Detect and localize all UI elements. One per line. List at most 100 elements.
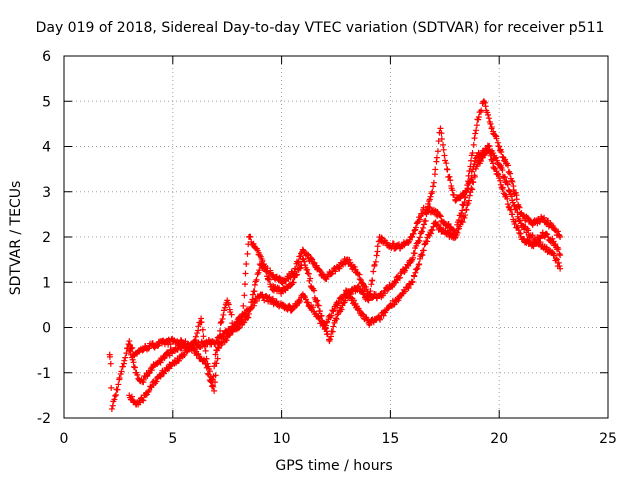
- data-point-interp: [435, 221, 442, 228]
- data-point-interp: [369, 277, 376, 284]
- data-point-interp: [500, 157, 507, 164]
- data-point-interp: [430, 223, 437, 230]
- x-tick-labels: 0 5 10 15 20 25: [60, 431, 617, 447]
- data-point-interp: [328, 333, 335, 340]
- data-point-interp: [493, 135, 500, 142]
- data-point-interp: [475, 116, 482, 123]
- data-point-interp: [556, 232, 563, 239]
- data-point-interp: [465, 186, 472, 193]
- data-point-interp: [463, 206, 470, 213]
- data-point-interp: [407, 234, 414, 241]
- data-point-interp: [192, 333, 199, 340]
- data-point-interp: [454, 221, 461, 228]
- data-point-interp: [372, 258, 379, 265]
- data-point-interp: [202, 347, 209, 354]
- data-point-interp: [308, 255, 315, 262]
- data-point-interp: [113, 391, 120, 398]
- data-point-interp: [411, 273, 418, 280]
- data-point-interp: [134, 371, 141, 378]
- data-point-interp: [446, 173, 453, 180]
- data-point-interp: [471, 135, 478, 142]
- y-tick-label: 2: [42, 230, 51, 246]
- data-point-interp: [429, 188, 436, 195]
- data-point-interp: [315, 302, 322, 309]
- data-point-interp: [195, 351, 202, 358]
- data-point-interp: [412, 269, 419, 276]
- data-point-interp: [307, 275, 314, 282]
- data-point-interp: [293, 302, 300, 309]
- data-point-interp: [359, 310, 366, 317]
- data-point-interp: [249, 291, 256, 298]
- data-point-interp: [416, 216, 423, 223]
- data-point-interp: [447, 177, 454, 184]
- data-point-interp: [499, 167, 506, 174]
- data-point-interp: [455, 217, 462, 224]
- data-point-interp: [475, 113, 482, 120]
- data-point-interp: [426, 196, 433, 203]
- data-point-interp: [433, 154, 440, 161]
- data-point-interp: [301, 258, 308, 265]
- data-point-interp: [188, 343, 195, 350]
- data-point-interp: [262, 268, 269, 275]
- data-point-interp: [367, 288, 374, 295]
- data-point-interp: [269, 295, 276, 302]
- data-point-interp: [438, 130, 445, 137]
- data-point-interp: [148, 367, 155, 374]
- data-point-interp: [458, 210, 465, 217]
- data-point-interp: [327, 336, 334, 343]
- data-point-interp: [238, 314, 245, 321]
- data-point-interp: [533, 238, 540, 245]
- data-point-interp: [137, 399, 144, 406]
- data-point-interp: [556, 263, 563, 270]
- y-tick-label: 3: [42, 185, 51, 201]
- data-point-interp: [464, 185, 471, 192]
- data-point-interp: [506, 168, 513, 175]
- data-point-interp: [245, 314, 252, 321]
- data-point-interp: [140, 376, 147, 383]
- data-point-interp: [420, 247, 427, 254]
- data-point-interp: [556, 250, 563, 257]
- data-point-interp: [469, 166, 476, 173]
- data-point-interp: [500, 190, 507, 197]
- data-point-interp: [410, 230, 417, 237]
- data-point-interp: [419, 252, 426, 259]
- data-point-interp: [116, 375, 123, 382]
- data-point-interp: [552, 241, 559, 248]
- data-point-interp: [322, 325, 329, 332]
- data-point-interp: [304, 266, 311, 273]
- data-point-interp: [517, 230, 524, 237]
- data-point-interp: [459, 207, 466, 214]
- data-point-interp: [242, 311, 249, 318]
- data-point-interp: [432, 166, 439, 173]
- data-point-interp: [390, 240, 397, 247]
- data-point-interp: [504, 162, 511, 169]
- data-point-interp: [414, 265, 421, 272]
- data-point-interp: [384, 286, 391, 293]
- data-point-interp: [153, 378, 160, 385]
- data-point-interp: [198, 319, 205, 326]
- data-point-interp: [509, 211, 516, 218]
- data-point-interp: [504, 181, 511, 188]
- data-point-interp: [513, 205, 520, 212]
- data-point-interp: [487, 149, 494, 156]
- x-tick-label: 20: [490, 431, 508, 447]
- data-point-interp: [413, 266, 420, 273]
- data-point-interp: [127, 351, 134, 358]
- data-point-interp: [437, 213, 444, 220]
- data-point-interp: [316, 308, 323, 315]
- data-point-interp: [477, 158, 484, 165]
- data-point-interp: [130, 398, 137, 405]
- data-point-interp: [486, 118, 493, 125]
- data-point-interp: [444, 166, 451, 173]
- data-point-interp: [429, 226, 436, 233]
- data-point-interp: [129, 344, 136, 351]
- data-point-interp: [555, 231, 562, 238]
- data-point-interp: [471, 173, 478, 180]
- data-point-interp: [304, 299, 311, 306]
- data-point-interp: [392, 279, 399, 286]
- data-point-interp: [256, 267, 263, 274]
- data-point-interp: [472, 155, 479, 162]
- data-point: [420, 224, 427, 231]
- data-point-interp: [199, 326, 206, 333]
